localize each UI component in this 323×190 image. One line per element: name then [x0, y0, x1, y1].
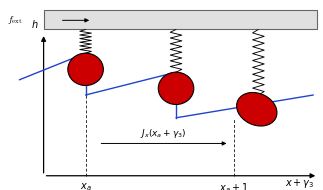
- Ellipse shape: [237, 93, 277, 126]
- Text: $J_x(x_a + \gamma_3)$: $J_x(x_a + \gamma_3)$: [140, 127, 186, 140]
- Ellipse shape: [158, 72, 194, 104]
- Text: $x_a+1$: $x_a+1$: [219, 181, 249, 190]
- Text: $f_{\mathrm{ext}}$: $f_{\mathrm{ext}}$: [7, 13, 23, 26]
- Ellipse shape: [68, 53, 103, 86]
- Text: $x + \gamma_3$: $x + \gamma_3$: [286, 177, 315, 190]
- Text: $x_a$: $x_a$: [80, 181, 91, 190]
- Text: $h$: $h$: [31, 18, 38, 30]
- FancyBboxPatch shape: [44, 10, 317, 29]
